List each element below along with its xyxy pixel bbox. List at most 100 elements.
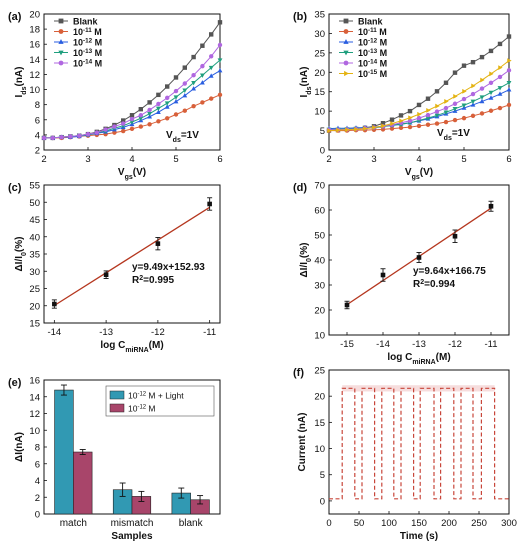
- data-point: [327, 128, 332, 133]
- data-point: [173, 112, 179, 117]
- data-point: [479, 98, 485, 104]
- data-point: [94, 130, 100, 135]
- data-point: [129, 113, 135, 118]
- data-point: [426, 107, 431, 113]
- data-point: [380, 272, 386, 278]
- y-tick-label: 14: [29, 55, 40, 66]
- y-tick-label: 30: [314, 281, 325, 292]
- legend-label: 10-12 M: [128, 404, 156, 414]
- panel-c: 15 20 25 30 35 40 45 50 55 -14 -13 -12 -11 log CmiRNA…: [8, 181, 221, 354]
- fit-equation: y=9.64x+166.75: [413, 266, 486, 277]
- data-point: [208, 73, 214, 78]
- x-tick-label: -11: [484, 339, 497, 350]
- x-tick-label: -13: [99, 327, 113, 338]
- panel-label: (c): [8, 182, 22, 194]
- y-tick-label: 0: [320, 146, 325, 157]
- data-point: [425, 112, 431, 118]
- data-point: [416, 115, 422, 121]
- data-point: [434, 113, 440, 119]
- data-point: [461, 96, 467, 102]
- panel-label: (d): [293, 182, 307, 194]
- series-10-15-M: [327, 58, 512, 133]
- y-tick-label: 10: [29, 85, 40, 96]
- legend-marker: [343, 18, 349, 24]
- data-point: [470, 99, 476, 105]
- panel-label: (f): [293, 367, 304, 379]
- data-point: [344, 302, 350, 308]
- x-tick-label: 5: [461, 154, 466, 165]
- data-point: [497, 86, 503, 91]
- y-tick-label: 0: [320, 496, 325, 507]
- data-point: [434, 121, 440, 126]
- annotation-vds: Vds=1V: [437, 128, 470, 142]
- x-axis-label: Samples: [111, 531, 153, 542]
- axes-frame: [43, 184, 221, 324]
- data-point: [209, 54, 214, 59]
- data-point: [182, 81, 187, 86]
- data-point: [453, 93, 458, 99]
- x-tick-label: 200: [441, 518, 457, 529]
- data-point: [488, 48, 494, 54]
- y-tick-label: 8: [35, 443, 40, 454]
- data-point: [121, 118, 126, 123]
- data-point: [488, 80, 494, 85]
- legend-label: Blank: [358, 17, 384, 27]
- legend-label: 10-13 M: [73, 48, 102, 59]
- x-tick-label: 3: [85, 154, 90, 165]
- data-point: [425, 122, 431, 127]
- x-axis-label: Vgs(V): [405, 167, 433, 181]
- x-axis-label: log CmiRNA(M): [387, 352, 450, 366]
- data-point: [217, 20, 223, 25]
- data-point: [506, 81, 512, 86]
- data-point: [444, 99, 449, 104]
- legend-marker: [343, 50, 349, 56]
- data-point: [452, 70, 458, 75]
- y-tick-label: 10: [314, 331, 325, 342]
- data-point: [200, 100, 205, 105]
- y-tick-label: 25: [314, 366, 325, 377]
- data-point: [461, 63, 467, 68]
- data-point: [182, 92, 188, 98]
- y-tick-label: 16: [29, 40, 40, 51]
- data-point: [452, 101, 458, 106]
- y-tick-label: 0: [35, 510, 40, 521]
- data-point: [434, 89, 440, 94]
- y-tick-label: 15: [29, 319, 40, 330]
- y-tick-label: 20: [314, 68, 325, 79]
- y-tick-label: 14: [29, 392, 40, 403]
- legend-marker: [58, 60, 64, 66]
- data-point: [217, 42, 223, 48]
- data-point: [345, 127, 350, 133]
- data-point: [363, 126, 368, 132]
- data-point: [121, 128, 126, 134]
- x-tick-label: 4: [416, 154, 421, 165]
- x-tick-label: 250: [471, 518, 487, 529]
- data-point: [380, 120, 386, 126]
- data-point: [155, 109, 161, 114]
- y-tick-label: 30: [314, 29, 325, 40]
- data-point: [489, 71, 494, 77]
- on-band: [342, 385, 495, 392]
- data-point: [155, 106, 161, 112]
- fit-line: [54, 206, 210, 307]
- y-tick-label: 60: [314, 206, 325, 217]
- y-tick-label: 20: [29, 10, 40, 21]
- x-tick-label: -14: [376, 339, 390, 350]
- x-tick-label: 150: [411, 518, 427, 529]
- data-point: [479, 86, 485, 91]
- legend-swatch: [109, 390, 125, 400]
- current-trace: [329, 387, 509, 500]
- y-tick-label: 5: [320, 126, 325, 137]
- legend-label: Blank: [73, 17, 99, 27]
- legend-marker: [343, 60, 349, 66]
- legend-label: 10-14 M: [73, 58, 102, 69]
- data-point: [497, 105, 503, 111]
- data-point: [208, 65, 214, 71]
- y-tick-label: 40: [314, 256, 325, 267]
- data-point: [121, 121, 126, 126]
- data-point: [173, 99, 179, 104]
- y-tick-label: 50: [29, 198, 40, 209]
- data-point: [138, 124, 143, 129]
- legend-label: 10-15 M: [358, 69, 387, 80]
